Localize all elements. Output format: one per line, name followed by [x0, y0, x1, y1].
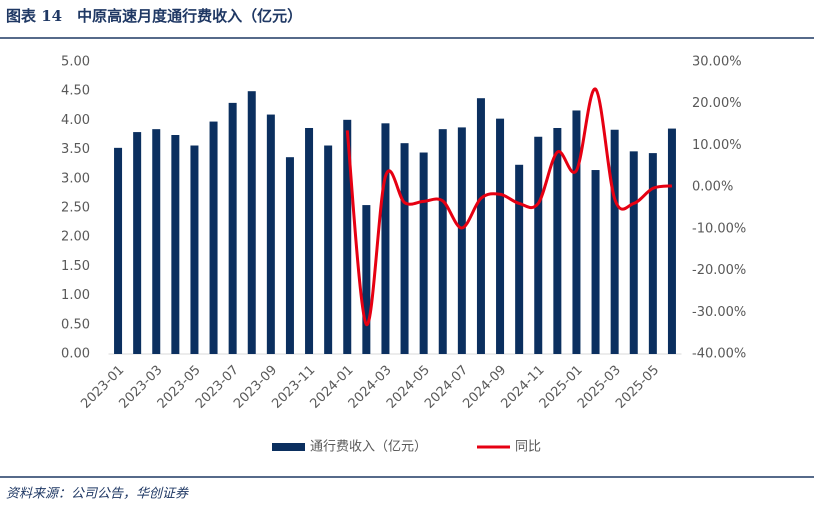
- bar: [438, 129, 447, 354]
- bar: [190, 145, 199, 354]
- bar: [648, 153, 657, 354]
- bar: [400, 143, 409, 354]
- source: 资料来源：公司公告，华创证券: [6, 487, 189, 502]
- bar: [381, 123, 390, 354]
- y-tick-label: 4.50: [61, 84, 90, 99]
- bar: [285, 157, 294, 354]
- bar: [133, 132, 142, 354]
- y2-tick-label: 10.00%: [692, 138, 742, 153]
- bar: [114, 147, 123, 354]
- bar: [496, 118, 505, 354]
- bar: [591, 170, 600, 354]
- y2-tick-label: -30.00%: [692, 305, 746, 320]
- y-tick-label: 1.50: [61, 259, 90, 274]
- bar: [247, 91, 256, 354]
- bar: [476, 98, 485, 354]
- y-tick-label: 2.00: [61, 230, 90, 245]
- y2-tick-label: -10.00%: [692, 221, 746, 236]
- bar: [457, 127, 466, 355]
- bar: [228, 102, 237, 354]
- bar: [343, 119, 352, 354]
- y-tick-label: 0.00: [61, 347, 90, 362]
- y2-tick-label: 20.00%: [692, 96, 742, 111]
- chart-title: 图表 14 中原高速月度通行费收入（亿元）: [6, 7, 302, 25]
- y-tick-label: 1.00: [61, 288, 90, 303]
- y-tick-label: 0.50: [61, 317, 90, 332]
- y2-tick-label: 0.00%: [692, 180, 733, 195]
- bar: [209, 121, 218, 355]
- bar: [362, 205, 371, 354]
- legend-label: 通行费收入（亿元）: [310, 440, 427, 455]
- bar: [171, 135, 180, 354]
- bar: [266, 114, 275, 354]
- bar: [515, 164, 524, 354]
- bar: [152, 129, 161, 354]
- bar: [324, 145, 333, 354]
- y-tick-label: 4.00: [61, 113, 90, 128]
- y-tick-label: 5.00: [61, 55, 90, 70]
- y2-tick-label: 30.00%: [692, 55, 742, 70]
- y2-tick-label: -40.00%: [692, 347, 746, 362]
- bar: [610, 129, 619, 354]
- bar: [553, 127, 562, 354]
- y-tick-label: 3.00: [61, 171, 90, 186]
- bar: [629, 151, 638, 354]
- bar: [667, 128, 676, 354]
- y2-tick-label: -20.00%: [692, 263, 746, 278]
- y-tick-label: 2.50: [61, 201, 90, 216]
- bar: [419, 152, 428, 354]
- legend-swatch: [272, 443, 305, 451]
- line: [345, 87, 673, 326]
- legend-label: 同比: [515, 440, 541, 455]
- y-tick-label: 3.50: [61, 142, 90, 157]
- bar: [534, 136, 543, 354]
- bar: [305, 127, 314, 354]
- bar: [572, 110, 581, 354]
